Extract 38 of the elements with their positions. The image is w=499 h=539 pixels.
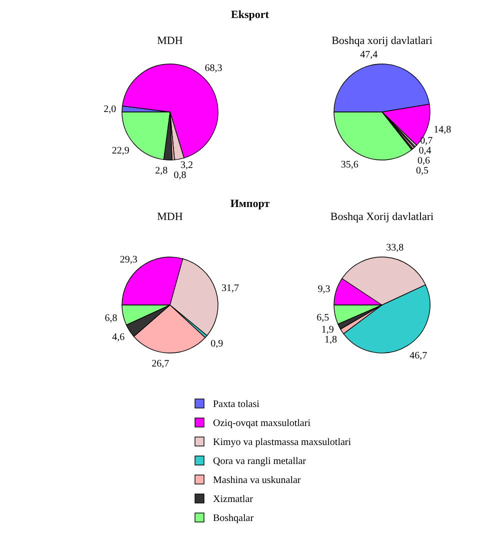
legend-label: Qora va rangli metallar — [213, 456, 307, 467]
data-label: 0,9 — [210, 338, 224, 350]
data-label: 6,8 — [104, 312, 118, 324]
data-label: 1,8 — [324, 334, 337, 346]
data-label: 0,4 — [418, 146, 432, 157]
legend-label: Kimyo va plastmassa maxsulotlari — [213, 437, 352, 448]
legend-label: Xizmatlar — [213, 494, 254, 505]
data-label: 14,8 — [434, 124, 452, 136]
chart-subtitle: MDH — [157, 35, 183, 47]
data-label: 35,6 — [340, 160, 358, 171]
data-label: 4,6 — [112, 332, 125, 343]
legend-label: Boshqalar — [213, 513, 254, 524]
data-label: 0,6 — [417, 156, 430, 167]
data-label: 2,0 — [104, 104, 116, 115]
data-label: 33,8 — [386, 242, 404, 254]
chart-title: Eksport — [231, 9, 270, 21]
data-label: 26,7 — [152, 358, 170, 370]
chart-subtitle: Boshqa xorij davlatlari — [332, 35, 432, 47]
legend-label: Mashina va uskunalar — [213, 475, 302, 486]
legend-label: Paxta tolasi — [213, 399, 260, 410]
data-label: 29,3 — [120, 254, 138, 266]
legend-label: Oziq-ovqat maxsulotlari — [213, 418, 311, 429]
data-label: 22,9 — [112, 146, 130, 157]
data-label: 6,5 — [316, 312, 330, 324]
data-label: 46,7 — [410, 350, 428, 362]
data-label: 9,3 — [318, 284, 330, 295]
data-label: 0,7 — [420, 136, 433, 147]
data-label: 68,3 — [204, 63, 222, 74]
data-label: 0,8 — [174, 170, 186, 181]
chart-subtitle: MDH — [157, 211, 183, 223]
data-label: 31,7 — [222, 283, 240, 294]
chart-title: Импорт — [230, 198, 270, 210]
data-label: 47,4 — [360, 50, 378, 61]
chart-subtitle: Boshqa Xorij davlatlari — [330, 211, 434, 223]
data-label: 2,8 — [155, 165, 168, 176]
data-label: 1,9 — [321, 324, 334, 336]
data-label: 0,5 — [416, 166, 429, 177]
data-label: 3,2 — [180, 160, 193, 171]
